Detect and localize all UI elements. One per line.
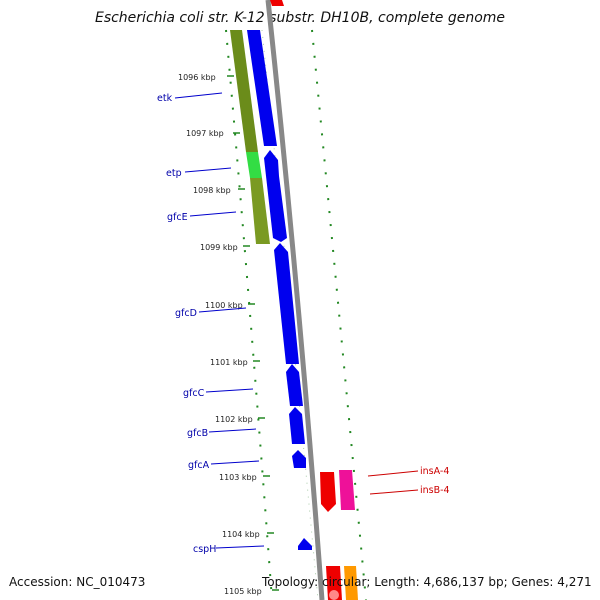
inner-ring-dots bbox=[261, 29, 319, 600]
gene-label-gfcE[interactable]: gfcE bbox=[167, 212, 188, 223]
feature-red-top bbox=[270, 0, 284, 6]
feature-blue-1 bbox=[247, 30, 277, 146]
outer-ring-right bbox=[311, 29, 367, 600]
tick-label: 1102 kbp bbox=[215, 415, 253, 424]
tick-label: 1103 kbp bbox=[219, 473, 257, 482]
tick-label: 1105 kbp bbox=[224, 587, 262, 596]
feature-pink-dot bbox=[329, 590, 339, 600]
tick-label: 1101 kbp bbox=[210, 358, 248, 367]
tick-label: 1097 kbp bbox=[186, 129, 224, 138]
accession-text: Accession: NC_010473 bbox=[9, 575, 146, 589]
gene-label-etk[interactable]: etk bbox=[157, 93, 173, 104]
genome-stats-text: Topology: circular; Length: 4,686,137 bp… bbox=[262, 575, 592, 589]
tick-label: 1104 kbp bbox=[222, 530, 260, 539]
map-title: Escherichia coli str. K-12 substr. DH10B… bbox=[94, 10, 506, 26]
feature-insA-4 bbox=[320, 472, 336, 512]
gene-label-insB-4[interactable]: insB-4 bbox=[420, 485, 450, 496]
feature-blue-7 bbox=[292, 450, 306, 468]
gene-labels-left: etk etp gfcE gfcD gfcC gfcB gfcA cspH bbox=[157, 92, 265, 555]
tick-label: 1099 kbp bbox=[200, 243, 238, 252]
feature-blue-8 bbox=[298, 538, 312, 550]
feature-gfcE-olive bbox=[250, 178, 270, 244]
tick-label: 1096 kbp bbox=[178, 73, 216, 82]
gene-label-cspH[interactable]: cspH bbox=[193, 544, 216, 555]
gene-label-insA-4[interactable]: insA-4 bbox=[420, 466, 449, 477]
tick-labels: 1096 kbp 1097 kbp 1098 kbp 1099 kbp 1100… bbox=[178, 73, 279, 596]
feature-etk-olive bbox=[230, 30, 258, 152]
feature-blue-6 bbox=[289, 407, 305, 444]
feature-red-bottom bbox=[326, 566, 342, 600]
gene-label-gfcD[interactable]: gfcD bbox=[175, 308, 197, 319]
feature-etp-green bbox=[246, 152, 262, 178]
gene-label-etp[interactable]: etp bbox=[166, 168, 182, 179]
gene-label-gfcC[interactable]: gfcC bbox=[183, 388, 205, 399]
feature-blue-3 bbox=[266, 176, 287, 242]
gene-label-gfcB[interactable]: gfcB bbox=[187, 428, 208, 439]
gene-labels-right: insA-4 insB-4 bbox=[367, 466, 450, 496]
backbone-ring bbox=[265, 0, 325, 600]
feature-insB-4 bbox=[339, 470, 355, 510]
feature-blue-4 bbox=[274, 243, 299, 364]
tick-label: 1100 kbp bbox=[205, 301, 243, 310]
gene-label-gfcA[interactable]: gfcA bbox=[188, 460, 210, 471]
feature-blue-2 bbox=[264, 150, 279, 176]
tick-label: 1098 kbp bbox=[193, 186, 231, 195]
feature-blue-5 bbox=[286, 364, 303, 406]
feature-orange-bottom bbox=[344, 566, 358, 600]
